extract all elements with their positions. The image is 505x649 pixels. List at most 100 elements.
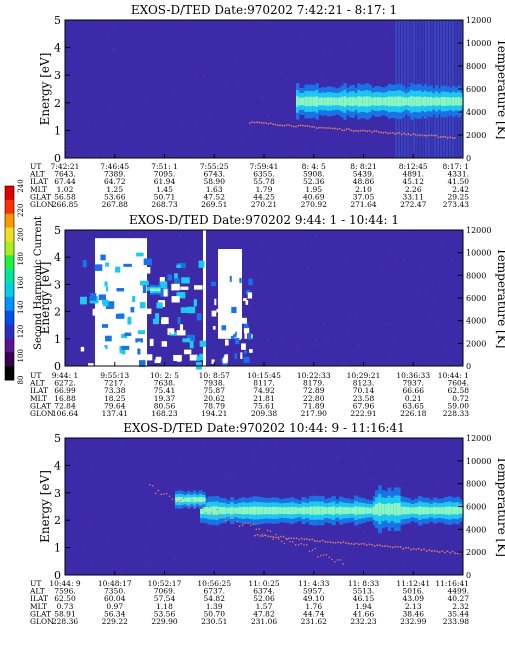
noise-cell xyxy=(186,103,188,106)
ephemeris-value: 49.10 xyxy=(303,594,325,603)
ephemeris-value: 50.70 xyxy=(204,609,226,618)
ephemeris-value: 4331. xyxy=(448,170,469,179)
noise-cell xyxy=(451,319,454,321)
noise-cell xyxy=(89,519,91,521)
band-cell xyxy=(390,96,395,107)
noise-cell xyxy=(157,264,160,266)
noise-cell xyxy=(280,72,283,75)
noise-cell xyxy=(358,345,361,348)
y-tick-label: 3 xyxy=(54,278,61,291)
ephemeris-value: 59.00 xyxy=(448,401,470,410)
temperature-point xyxy=(194,506,196,508)
band-cell xyxy=(375,503,379,515)
temperature-point xyxy=(382,131,385,134)
band-cell xyxy=(320,506,325,515)
band-cell xyxy=(393,96,397,107)
noise-cell xyxy=(435,491,438,493)
blotch-cell xyxy=(104,344,108,350)
noise-cell xyxy=(309,483,312,486)
temperature-point xyxy=(304,125,307,127)
ephemeris-value: 1.25 xyxy=(106,185,123,194)
blotch-cell xyxy=(163,289,168,297)
noise-cell xyxy=(94,125,97,127)
temperature-point xyxy=(454,552,457,555)
band-cell xyxy=(376,97,381,106)
noise-cell xyxy=(307,50,310,53)
noise-cell xyxy=(325,341,327,344)
panel-title: EXOS-D/TED Date:970202 9:44: 1 - 10:44: … xyxy=(129,213,399,227)
band-cell xyxy=(410,96,414,107)
temperature-point xyxy=(404,546,407,549)
temperature-point xyxy=(327,127,330,129)
noise-cell xyxy=(433,538,436,541)
temperature-point xyxy=(303,544,305,546)
temperature-point xyxy=(359,129,362,132)
temperature-point xyxy=(343,129,346,132)
blotch-cell xyxy=(88,363,94,368)
noise-cell xyxy=(165,139,167,142)
temperature-point xyxy=(267,535,269,538)
temperature-point xyxy=(334,127,336,130)
noise-cell xyxy=(149,329,151,332)
temperature-point xyxy=(308,550,311,553)
blotch-cell xyxy=(244,333,248,339)
ephemeris-value: 2.32 xyxy=(452,602,469,611)
noise-cell xyxy=(66,552,68,554)
band-cell xyxy=(435,96,439,106)
band-cell xyxy=(425,506,430,515)
noise-cell xyxy=(349,530,352,533)
ephemeris-value: 231.62 xyxy=(301,617,327,626)
ephemeris-value: 217.90 xyxy=(301,409,327,418)
noise-cell xyxy=(274,354,276,356)
noise-cell xyxy=(319,78,322,80)
band-cell xyxy=(202,497,206,502)
colorbar-segment xyxy=(5,283,14,298)
blotch-cell xyxy=(135,338,143,343)
blotch-cell xyxy=(234,353,238,360)
band-cell xyxy=(175,497,179,503)
band-cell xyxy=(304,96,308,107)
blotch-cell xyxy=(129,268,136,273)
ephemeris-value: 8117. xyxy=(253,379,274,388)
blotch-cell xyxy=(98,303,103,312)
ephemeris-value: 4891. xyxy=(403,170,424,179)
noise-cell xyxy=(73,144,75,146)
blotch-cell xyxy=(152,318,159,325)
noise-cell xyxy=(394,257,396,260)
temperature-point xyxy=(360,542,363,545)
noise-cell xyxy=(402,75,405,77)
noise-cell xyxy=(261,95,264,98)
y2-tick-label: 6000 xyxy=(466,294,486,303)
band-cell xyxy=(348,96,353,106)
temperature-point xyxy=(303,538,306,541)
blotch-cell xyxy=(180,286,189,290)
noise-cell xyxy=(328,50,331,52)
noise-cell xyxy=(433,298,435,301)
noise-cell xyxy=(450,272,453,275)
noise-cell xyxy=(148,29,151,31)
band-cell xyxy=(368,96,372,107)
noise-cell xyxy=(298,230,301,232)
noise-cell xyxy=(120,443,123,445)
noise-cell xyxy=(252,544,255,547)
noise-cell xyxy=(92,464,94,467)
colorbar-segment xyxy=(5,310,14,326)
band-cell xyxy=(293,507,299,514)
y-tick-label: 1 xyxy=(54,333,61,346)
noise-cell xyxy=(78,244,80,247)
noise-cell xyxy=(315,138,317,141)
noise-cell xyxy=(390,249,392,251)
noise-cell xyxy=(122,536,125,538)
band-cell xyxy=(381,503,385,515)
ephemeris-value: 56.58 xyxy=(54,192,76,201)
temperature-point xyxy=(254,534,256,537)
noise-cell xyxy=(221,482,223,484)
noise-cell xyxy=(85,124,88,127)
blotch-cell xyxy=(143,258,153,266)
noise-cell xyxy=(447,336,450,338)
noise-cell xyxy=(314,314,316,316)
ephemeris-value: 272.47 xyxy=(400,200,426,209)
ephemeris-value: 209.38 xyxy=(251,409,277,418)
y2-tick-label: 0 xyxy=(466,571,471,580)
temperature-point xyxy=(277,536,280,539)
